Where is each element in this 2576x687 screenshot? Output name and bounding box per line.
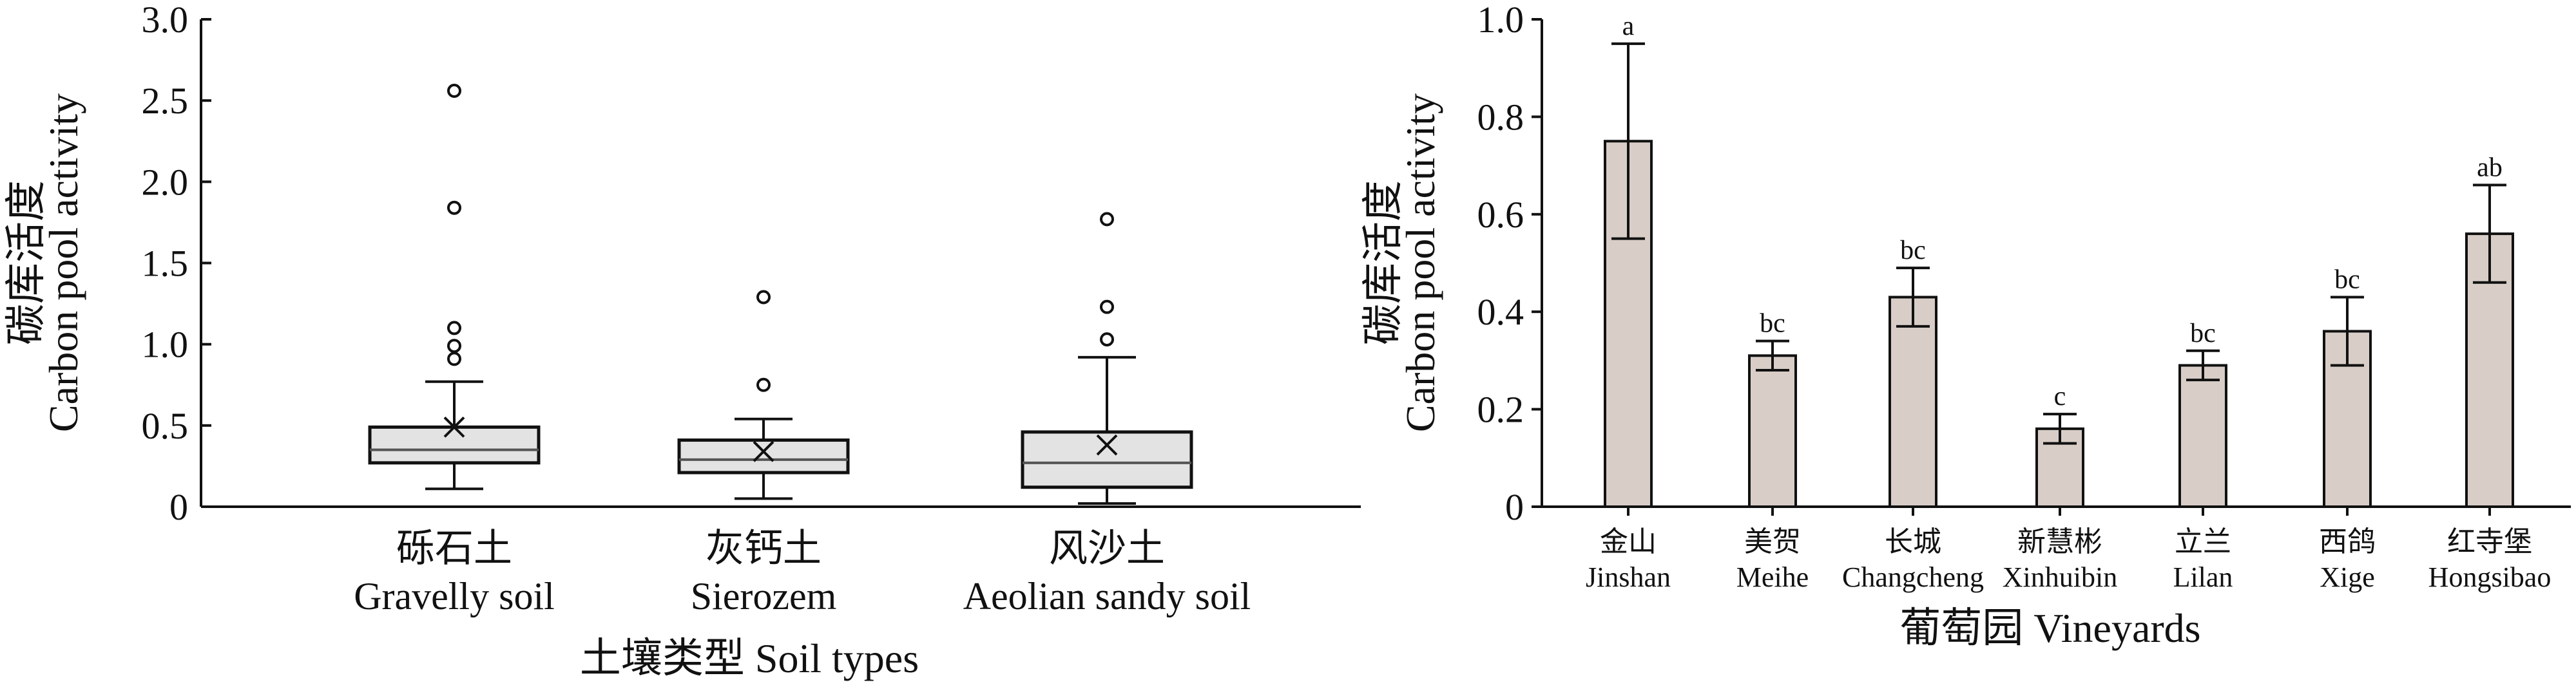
x-category-label-cn: 西鸽 <box>2319 526 2376 558</box>
y-tick-label: 1.0 <box>1477 0 1524 41</box>
x-category-label-en: Xige <box>2320 561 2375 593</box>
box-rect <box>368 425 541 465</box>
y-axis-title-cn: 碳库活度 <box>1360 180 1406 345</box>
y-axis-title-cn: 碳库活度 <box>3 180 49 345</box>
y-tick-label: 0.6 <box>1477 194 1524 236</box>
x-category-label-en: Lilan <box>2173 561 2233 593</box>
y-tick-label: 1.0 <box>142 324 189 366</box>
outlier-point <box>447 321 461 335</box>
outlier-point <box>447 352 461 366</box>
x-category-label-en: Changcheng <box>1842 561 1984 593</box>
box-3 <box>1021 212 1193 505</box>
mean-marker <box>753 440 774 462</box>
x-category-label-en: Sierozem <box>691 575 837 617</box>
y-axis-title-en: Carbon pool activity <box>41 93 86 432</box>
x-category-label-en: Gravelly soil <box>354 575 555 617</box>
y-tick-label: 1.5 <box>142 243 189 285</box>
y-tick-label: 2.5 <box>142 80 189 122</box>
box-2 <box>677 290 850 500</box>
outlier-point <box>447 84 461 99</box>
bar-1 <box>1604 42 1653 508</box>
x-category-label-cn: 新慧彬 <box>2017 526 2102 558</box>
mean-marker <box>443 416 465 438</box>
bar-6 <box>2323 296 2372 508</box>
bar-rect <box>2178 364 2227 508</box>
box-1 <box>368 84 541 491</box>
bar-3 <box>1889 267 1937 508</box>
x-category-label-cn: 美贺 <box>1744 526 1801 558</box>
bar-chart-panel: 00.20.40.60.81.0 a金山Jinshanbc美贺Meihebc长城C… <box>1360 0 2571 651</box>
y-tick-label: 3.0 <box>142 0 189 41</box>
outlier-point <box>756 290 771 305</box>
y-tick-label: 0.8 <box>1477 96 1524 138</box>
x-category-label-cn: 砾石土 <box>396 527 512 570</box>
x-axis-title: 葡萄园 Vineyards <box>1899 605 2200 651</box>
box-rect <box>677 438 850 475</box>
significance-label: a <box>1622 12 1635 41</box>
x-category-label-en: Aeolian sandy soil <box>963 575 1251 617</box>
significance-label: bc <box>2190 319 2216 348</box>
x-axis-title: 土壤类型 Soil types <box>580 635 919 681</box>
outlier-point <box>1100 299 1114 314</box>
x-category-label-cn: 金山 <box>1600 526 1657 558</box>
significance-label: bc <box>2334 265 2360 294</box>
x-category-label-en: Xinhuibin <box>2003 561 2117 593</box>
x-category-label-cn: 红寺堡 <box>2447 526 2532 558</box>
outlier-point <box>447 200 461 215</box>
outlier-point <box>756 377 771 392</box>
significance-label: c <box>2054 382 2066 411</box>
bar-rect <box>1748 354 1797 509</box>
bar-2 <box>1748 339 1797 509</box>
x-category-label-cn: 长城 <box>1885 526 1941 558</box>
mean-marker <box>1096 434 1118 456</box>
bar-4 <box>2035 413 2084 509</box>
significance-label: bc <box>1760 309 1785 339</box>
significance-label: ab <box>2477 153 2503 182</box>
x-category-label-en: Hongsibao <box>2428 561 2552 593</box>
y-axis-title-en: Carbon pool activity <box>1398 93 1443 432</box>
x-category-label-cn: 灰钙土 <box>706 527 822 570</box>
significance-label: bc <box>1900 236 1926 265</box>
outlier-point <box>447 339 461 353</box>
bar-7 <box>2465 184 2514 508</box>
outlier-point <box>1100 332 1114 347</box>
x-category-label-en: Meihe <box>1736 561 1809 593</box>
x-category-label-en: Jinshan <box>1586 561 1671 593</box>
y-tick-label: 2.0 <box>142 161 189 203</box>
y-tick-label: 0.2 <box>1477 389 1524 431</box>
x-category-label-cn: 立兰 <box>2175 526 2231 558</box>
box-rect <box>1021 430 1193 489</box>
y-tick-label: 0 <box>1505 486 1524 528</box>
outlier-point <box>1100 212 1114 227</box>
bar-rect <box>1889 296 1937 508</box>
y-tick-label: 0.5 <box>142 405 189 447</box>
x-category-label-cn: 风沙土 <box>1049 527 1165 570</box>
box-plot-panel: 0 0.5 1.0 1.5 2.0 2.5 3.0 砾石土 Gravelly soil 灰钙土 Si… <box>3 0 1361 681</box>
y-tick-label: 0 <box>169 486 188 528</box>
bar-5 <box>2178 349 2227 508</box>
y-tick-label: 0.4 <box>1477 291 1524 333</box>
